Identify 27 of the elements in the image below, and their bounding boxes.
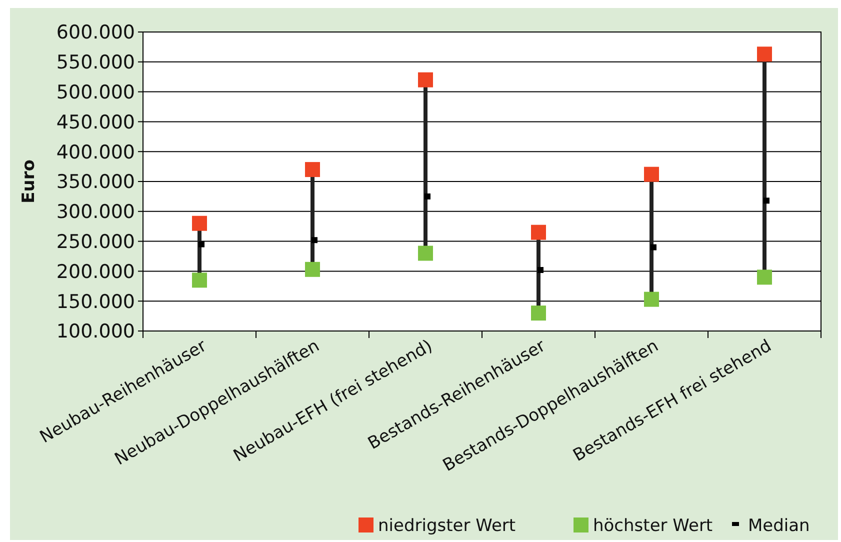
y-tick-label: 150.000 — [56, 290, 135, 313]
point — [192, 272, 207, 288]
point — [418, 246, 433, 261]
point — [531, 306, 546, 321]
point — [531, 224, 546, 240]
y-tick-label: 500.000 — [56, 81, 135, 104]
legend-label: höchster Wert — [593, 516, 713, 536]
y-tick-label: 600.000 — [56, 22, 135, 44]
point — [644, 166, 659, 182]
point — [757, 270, 772, 285]
legend-label: Median — [748, 516, 810, 536]
y-tick-label: 100.000 — [56, 320, 135, 343]
y-tick-label: 450.000 — [56, 111, 135, 134]
point — [305, 262, 320, 277]
y-axis-title: Euro — [19, 160, 39, 204]
y-tick-label: 250.000 — [56, 230, 135, 253]
y-tick-label: 400.000 — [56, 141, 135, 164]
point — [305, 162, 320, 178]
point — [418, 72, 433, 88]
legend-label: niedrigster Wert — [378, 516, 516, 536]
y-tick-label: 550.000 — [56, 52, 135, 74]
y-tick-label: 200.000 — [56, 260, 135, 283]
y-tick-label: 350.000 — [56, 171, 135, 194]
point — [644, 292, 659, 307]
point — [192, 216, 207, 231]
point — [757, 46, 772, 62]
y-tick-label: 300.000 — [56, 201, 135, 224]
